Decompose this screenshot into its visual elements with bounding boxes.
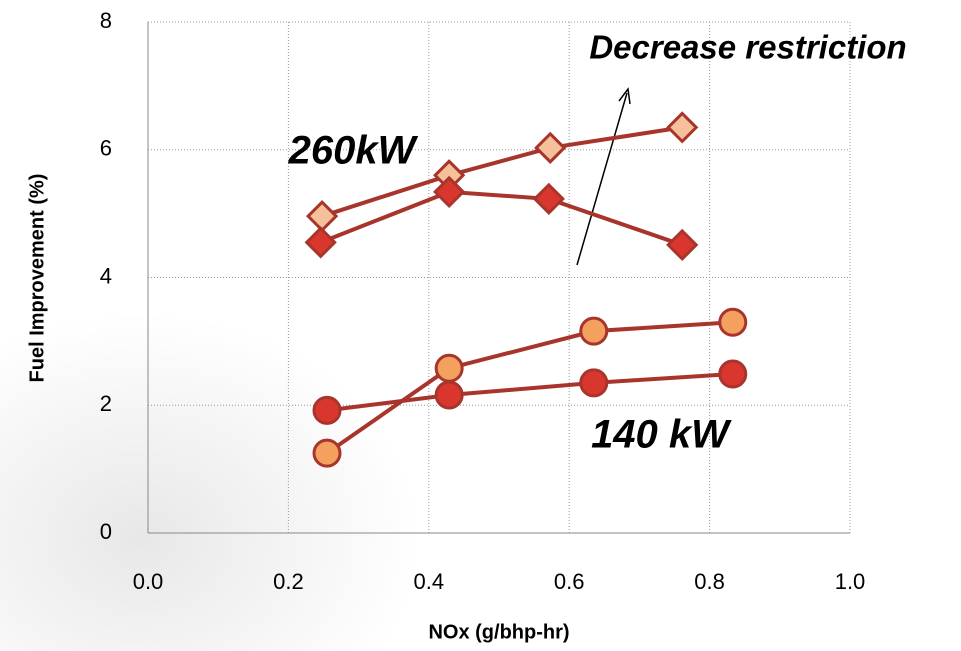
series-line: [319, 189, 683, 247]
marker: [434, 380, 464, 410]
series-line: [321, 125, 683, 219]
x-tick-label: 0.4: [414, 569, 445, 594]
marker: [666, 111, 699, 144]
marker: [718, 307, 748, 337]
marker: [534, 131, 567, 164]
y-tick-label: 0: [100, 519, 112, 544]
marker: [434, 353, 464, 383]
annotation: 140 kW: [591, 413, 732, 457]
background: [0, 200, 560, 651]
y-tick-label: 8: [100, 8, 112, 33]
arrow-head: [618, 87, 631, 105]
series-line: [326, 371, 733, 413]
marker: [312, 395, 342, 425]
x-tick-label: 0.6: [554, 569, 585, 594]
x-tick-label: 0.2: [273, 569, 304, 594]
annotation: Decrease restriction: [589, 29, 906, 66]
annotation: 260kW: [288, 129, 419, 173]
marker: [579, 316, 609, 346]
marker: [532, 182, 565, 216]
y-tick-label: 6: [100, 136, 112, 161]
y-tick-label: 2: [100, 391, 112, 416]
marker: [433, 175, 466, 209]
arrow: [576, 92, 628, 266]
marker: [304, 226, 337, 259]
series-line: [325, 320, 733, 455]
marker: [579, 368, 609, 398]
x-tick-label: 0.0: [133, 569, 164, 594]
marker: [718, 359, 748, 389]
y-axis-title: Fuel Improvement (%): [26, 174, 48, 383]
marker: [666, 228, 699, 262]
y-tick-label: 4: [100, 263, 112, 288]
x-tick-label: 1.0: [835, 569, 866, 594]
x-tick-label: 0.8: [694, 569, 725, 594]
x-axis-title: NOx (g/bhp-hr): [428, 621, 569, 643]
marker: [312, 438, 342, 468]
